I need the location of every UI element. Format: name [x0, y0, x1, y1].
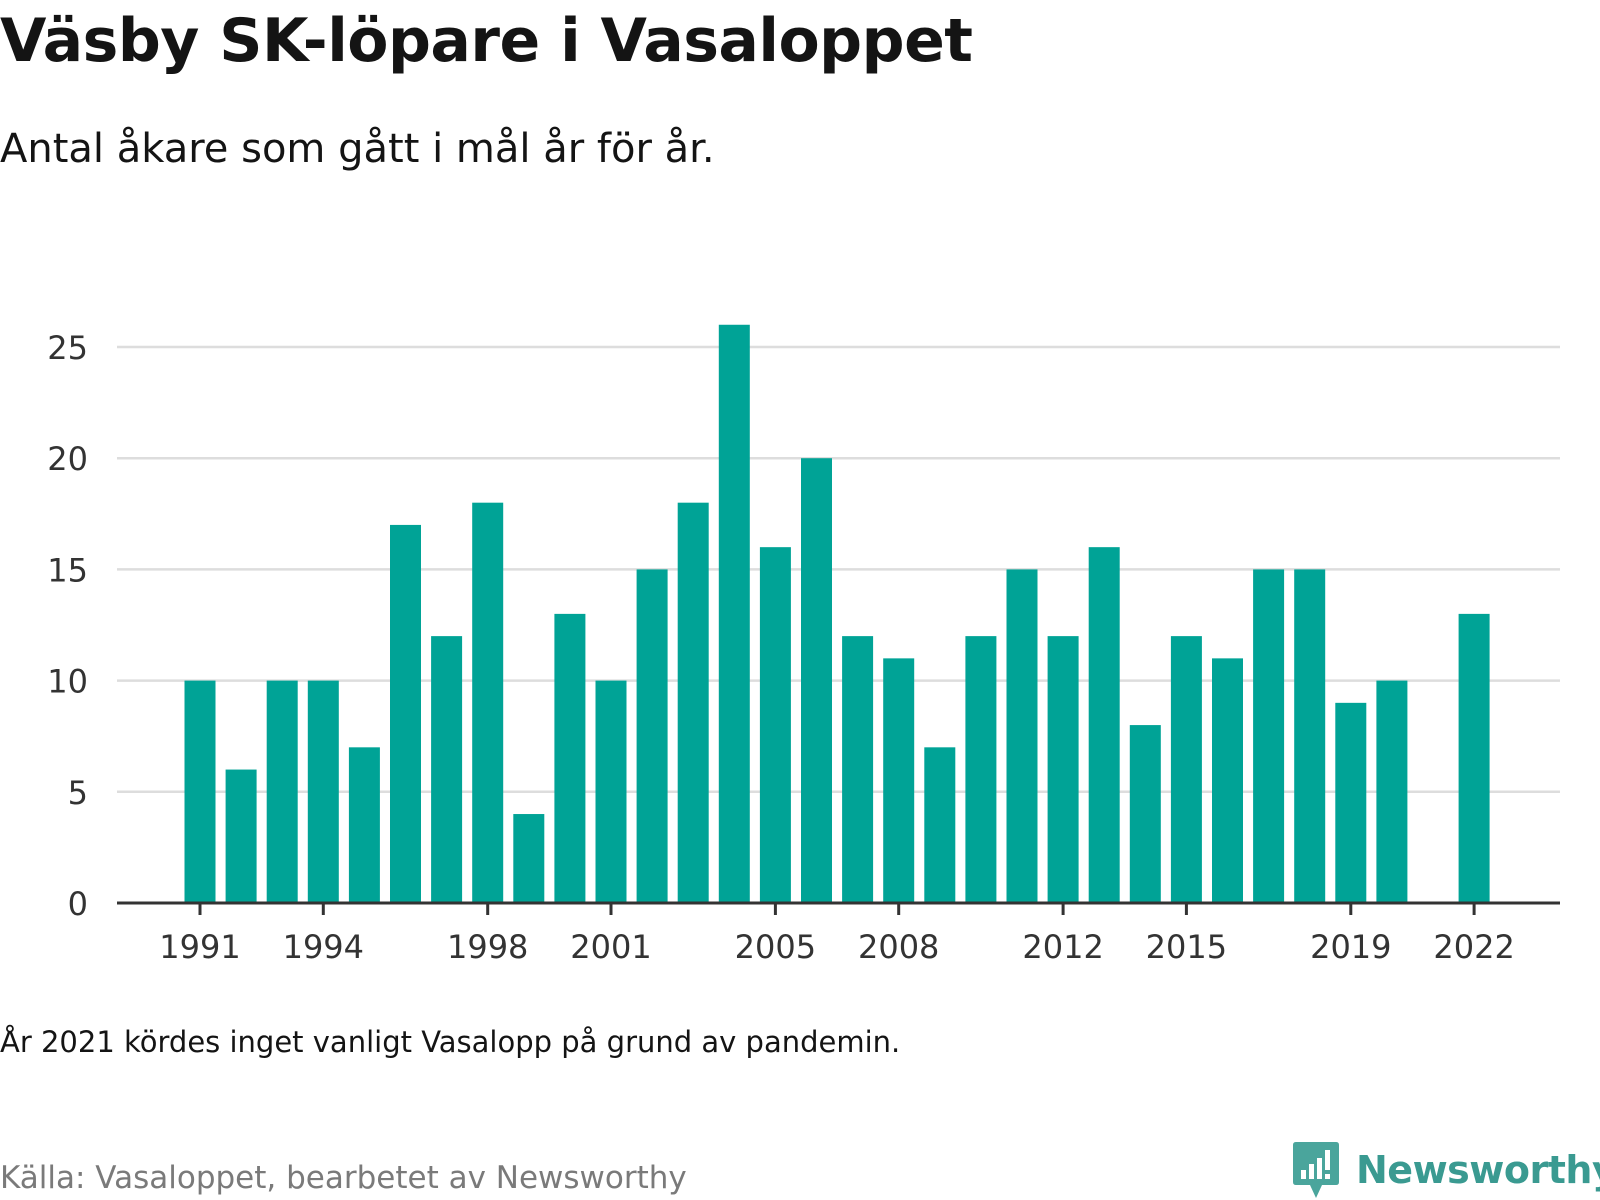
x-tick-label-2019: 2019: [1310, 928, 1391, 966]
bar-2015: [1170, 636, 1202, 903]
x-tick-labels: 1991 1994 1998 2001 2005 2008 2012 2015 2019 2022: [159, 928, 1515, 966]
x-tick-label-2001: 2001: [570, 928, 651, 966]
x-tick-label-1994: 1994: [283, 928, 364, 966]
y-tick-label-20: 20: [47, 440, 88, 478]
bar-2018: [1294, 569, 1326, 903]
brand-name: Newsworthy: [1356, 1148, 1600, 1192]
x-tick-label-2015: 2015: [1146, 928, 1227, 966]
bar-1997: [431, 636, 463, 903]
bar-2001: [595, 680, 627, 903]
bar-2007: [842, 636, 874, 903]
bar-2014: [1129, 725, 1161, 903]
bar-1994: [307, 680, 339, 903]
bar-1995: [348, 747, 380, 903]
bar-2004: [718, 324, 750, 903]
x-tick-label-2005: 2005: [735, 928, 816, 966]
x-axis: [117, 901, 1560, 915]
bar-2005: [759, 547, 791, 903]
bar-2020: [1376, 680, 1408, 903]
bar-2003: [677, 502, 709, 903]
bar-2012: [1047, 636, 1079, 903]
footnote: År 2021 kördes inget vanligt Vasalopp på…: [0, 1025, 901, 1059]
bar-2009: [924, 747, 956, 903]
bar-2008: [883, 658, 915, 903]
chart-title: Väsby SK-löpare i Vasaloppet: [0, 6, 973, 76]
bar-1996: [390, 524, 421, 903]
source-text: Källa: Vasaloppet, bearbetet av Newswort…: [0, 1160, 687, 1196]
bar-chart: 0 5 10 15 20 25 1991 1994 1998 2001 2005 2008 2012 2…: [47, 324, 1560, 966]
x-tick-label-1991: 1991: [159, 928, 240, 966]
chart-subtitle: Antal åkare som gått i mål år för år.: [0, 126, 715, 172]
y-tick-labels: 0 5 10 15 20 25: [47, 329, 88, 923]
bar-1993: [266, 680, 298, 903]
y-tick-label-15: 15: [47, 551, 88, 589]
bar-2002: [636, 569, 668, 903]
x-tick-label-1998: 1998: [447, 928, 528, 966]
bar-1992: [225, 769, 257, 903]
bars: [184, 324, 1490, 903]
bar-2013: [1088, 547, 1120, 903]
bar-2016: [1212, 658, 1243, 903]
y-tick-label-0: 0: [68, 885, 88, 923]
bar-1991: [184, 680, 216, 903]
x-tick-label-2008: 2008: [858, 928, 939, 966]
y-tick-label-25: 25: [47, 329, 88, 367]
bar-2010: [965, 636, 997, 903]
newsworthy-logo-icon: [1293, 1142, 1339, 1198]
bar-1999: [513, 814, 545, 903]
x-tick-label-2022: 2022: [1433, 928, 1514, 966]
bar-2011: [1006, 569, 1038, 903]
y-tick-label-5: 5: [68, 774, 88, 812]
bar-2006: [801, 458, 832, 903]
bar-2017: [1253, 569, 1285, 903]
bar-2022: [1458, 613, 1490, 903]
x-tick-label-2012: 2012: [1022, 928, 1103, 966]
y-tick-label-10: 10: [47, 663, 88, 701]
bar-2000: [554, 613, 586, 903]
newsworthy-logo: Newsworthy: [1292, 1140, 1600, 1200]
bar-2019: [1335, 702, 1367, 903]
bar-1998: [472, 502, 504, 903]
